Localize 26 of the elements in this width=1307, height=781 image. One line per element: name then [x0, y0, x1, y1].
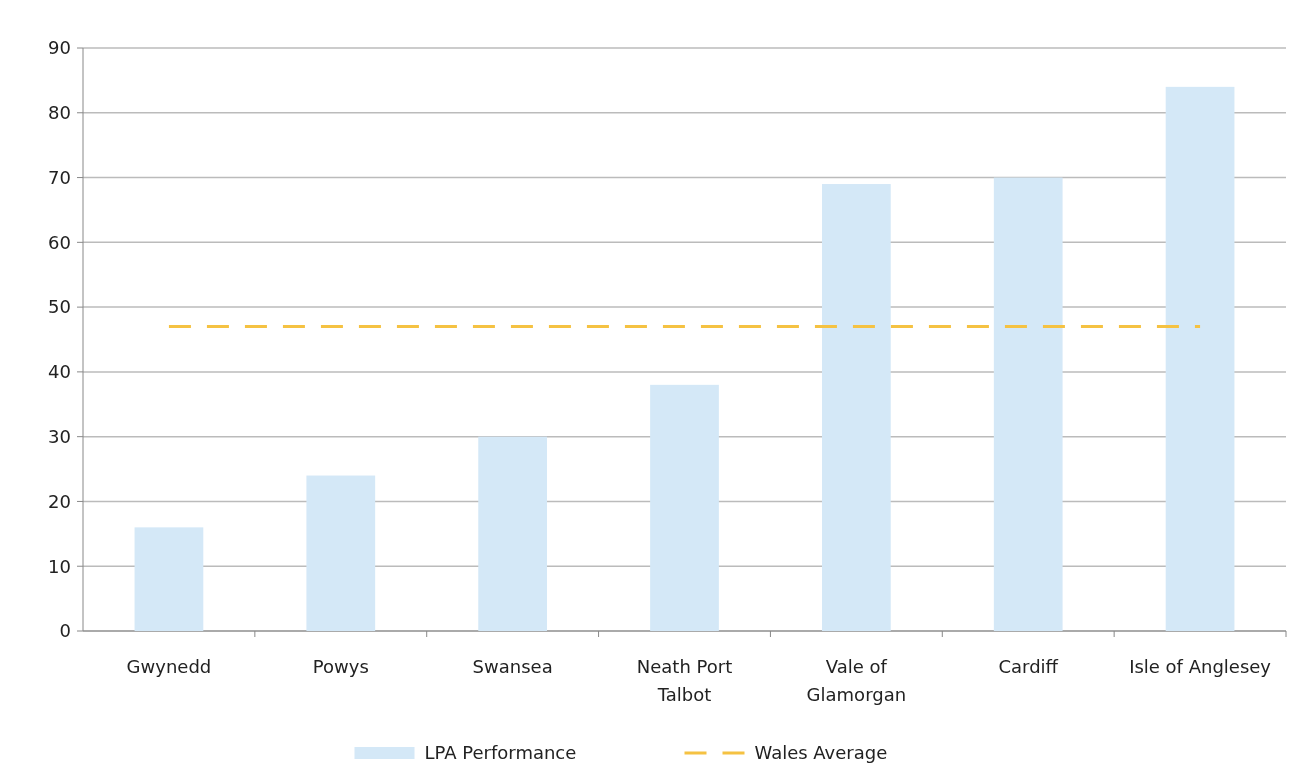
bar: [306, 475, 376, 631]
y-tick-label: 20: [48, 490, 71, 512]
bar: [134, 527, 204, 631]
x-tick-label: Isle of Anglesey: [1129, 656, 1272, 677]
x-tick-label: Powys: [312, 656, 369, 677]
x-tick-label: Gwynedd: [126, 656, 212, 677]
y-tick-label: 0: [59, 620, 71, 642]
y-tick-label: 50: [48, 296, 71, 318]
x-tick-label: Vale of Glamorgan: [806, 656, 907, 705]
x-tick-label: Cardiff: [998, 656, 1059, 677]
y-tick-label: 30: [48, 425, 71, 447]
bar: [650, 384, 719, 631]
y-tick-label: 40: [48, 361, 71, 383]
legend-label: LPA Performance: [424, 742, 577, 764]
bar: [1165, 86, 1235, 631]
y-tick-label: 60: [48, 231, 71, 253]
y-tick-label: 70: [48, 166, 71, 188]
bar: [993, 177, 1063, 631]
x-tick-label: Neath Port Talbot: [636, 656, 733, 705]
y-tick-label: 80: [48, 102, 71, 124]
x-tick-label: Swansea: [472, 656, 553, 677]
legend-label: Wales Average: [754, 742, 888, 764]
y-tick-label: 90: [48, 37, 71, 59]
y-tick-label: 10: [48, 555, 71, 577]
bar: [821, 184, 891, 631]
bar: [478, 436, 548, 631]
